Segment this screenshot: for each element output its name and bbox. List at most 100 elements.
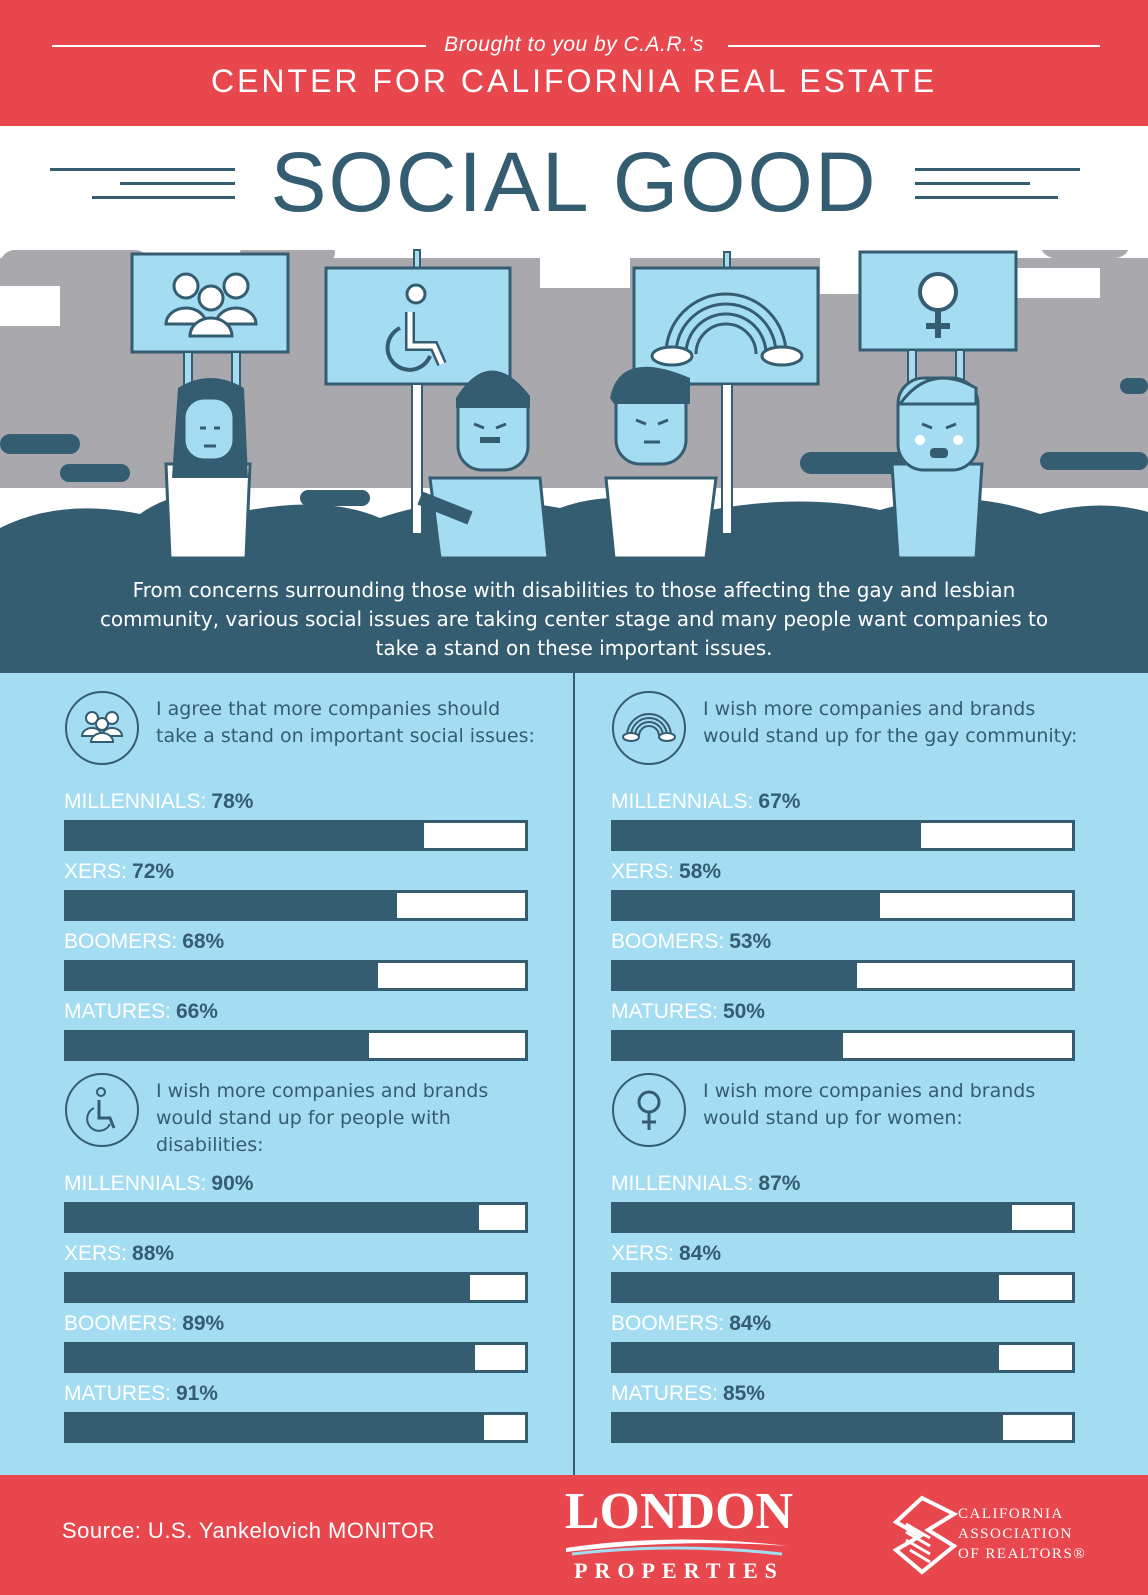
- bar-track: [611, 1272, 1075, 1303]
- bar-fill: [67, 1415, 484, 1440]
- bar-value-label: 50%: [722, 1000, 765, 1023]
- brought-by-text: Brought to you by C.A.R.'s: [444, 33, 704, 56]
- intro-band: [0, 560, 1148, 673]
- bar-category: MATURES:: [611, 1382, 718, 1405]
- bar-track: [64, 1202, 528, 1233]
- bar-fill: [614, 1345, 999, 1370]
- bar-value-label: 72%: [132, 860, 175, 883]
- bar-category: BOOMERS:: [611, 930, 725, 953]
- bar-label: MILLENNIALS: 87%: [611, 1172, 800, 1196]
- bar-label: MILLENNIALS: 78%: [64, 790, 253, 814]
- bar-row: XERS: 88%: [64, 1242, 528, 1312]
- bar-value-label: 84%: [679, 1242, 722, 1265]
- bar-value-label: 78%: [211, 790, 254, 813]
- people-group-icon: [65, 691, 139, 765]
- bar-category: MATURES:: [611, 1000, 718, 1023]
- chart-title: I wish more companies and brands would s…: [703, 698, 1078, 747]
- bar-category: XERS:: [611, 1242, 675, 1265]
- chart-title: I wish more companies and brands would s…: [703, 1080, 1036, 1129]
- bar-track: [64, 890, 528, 921]
- bar-track: [611, 890, 1075, 921]
- bar-track: [611, 960, 1075, 991]
- bar-fill: [67, 963, 379, 988]
- bar-label: XERS: 88%: [64, 1242, 174, 1266]
- car-line-1: CALIFORNIA: [958, 1506, 1064, 1522]
- chart-title: I wish more companies and brands would s…: [156, 1080, 489, 1156]
- bar-track: [611, 1412, 1075, 1443]
- bar-row: BOOMERS: 53%: [611, 930, 1075, 1000]
- bar-value-label: 88%: [132, 1242, 175, 1265]
- bar-fill: [67, 1345, 475, 1370]
- bar-fill: [614, 963, 857, 988]
- bar-fill: [67, 1033, 370, 1058]
- title-lines-left: [50, 168, 235, 208]
- bar-row: MILLENNIALS: 78%: [64, 790, 528, 860]
- bar-value-label: 53%: [729, 930, 772, 953]
- car-logo-icon: [892, 1495, 959, 1575]
- bar-label: MATURES: 66%: [64, 1000, 218, 1024]
- bar-category: MILLENNIALS:: [611, 790, 754, 813]
- header-rule-left: [52, 45, 426, 47]
- bar-category: MILLENNIALS:: [64, 1172, 207, 1195]
- bar-label: XERS: 72%: [64, 860, 174, 884]
- bar-label: BOOMERS: 84%: [611, 1312, 771, 1336]
- center-name: CENTER FOR CALIFORNIA REAL ESTATE: [210, 63, 938, 99]
- source-text: Source: U.S. Yankelovich MONITOR: [62, 1518, 436, 1543]
- bar-track: [64, 1272, 528, 1303]
- protest-illustration: [0, 228, 1148, 564]
- bar-fill: [67, 1275, 471, 1300]
- bar-category: XERS:: [64, 860, 128, 883]
- london-logo-subtext: PROPERTIES: [574, 1558, 784, 1583]
- page-title: SOCIAL GOOD: [270, 135, 878, 229]
- london-logo-text: LONDON: [564, 1483, 794, 1540]
- bar-track: [64, 1412, 528, 1443]
- chart-title: I agree that more companies should take …: [156, 698, 535, 747]
- bar-row: MILLENNIALS: 87%: [611, 1172, 1075, 1242]
- bar-row: XERS: 84%: [611, 1242, 1075, 1312]
- car-logo-text: CALIFORNIA ASSOCIATION OF REALTORS®: [958, 1504, 1086, 1564]
- bar-fill: [614, 1205, 1013, 1230]
- bar-rows: MILLENNIALS: 90% XERS: 88% BOOMERS: 89% MATURE…: [64, 1172, 528, 1452]
- bar-track: [64, 1342, 528, 1373]
- bar-category: MILLENNIALS:: [64, 790, 207, 813]
- female-symbol-icon: [612, 1073, 686, 1147]
- bar-value-label: 87%: [758, 1172, 801, 1195]
- footer-band: [0, 1475, 1148, 1595]
- bar-row: MATURES: 50%: [611, 1000, 1075, 1070]
- rainbow-icon: [612, 691, 686, 765]
- bar-value-label: 58%: [679, 860, 722, 883]
- bar-value-label: 89%: [182, 1312, 225, 1335]
- bar-row: XERS: 58%: [611, 860, 1075, 930]
- bar-track: [611, 1202, 1075, 1233]
- bar-track: [611, 820, 1075, 851]
- bar-category: MATURES:: [64, 1000, 171, 1023]
- intro-text: From concerns surrounding those with dis…: [99, 578, 1049, 660]
- car-line-2: ASSOCIATION: [958, 1526, 1073, 1542]
- bar-label: MATURES: 85%: [611, 1382, 765, 1406]
- bar-track: [64, 1030, 528, 1061]
- bar-fill: [614, 1033, 843, 1058]
- header-band: [0, 0, 1148, 126]
- bar-rows: MILLENNIALS: 78% XERS: 72% BOOMERS: 68% MATURE…: [64, 790, 528, 1070]
- bar-track: [64, 960, 528, 991]
- bar-fill: [614, 1415, 1004, 1440]
- london-swoosh-icon: [566, 1539, 788, 1556]
- bar-category: BOOMERS:: [64, 930, 178, 953]
- bar-row: XERS: 72%: [64, 860, 528, 930]
- bar-value-label: 66%: [175, 1000, 218, 1023]
- bar-category: MATURES:: [64, 1382, 171, 1405]
- bar-category: BOOMERS:: [64, 1312, 178, 1335]
- bar-row: BOOMERS: 84%: [611, 1312, 1075, 1382]
- bar-value-label: 84%: [729, 1312, 772, 1335]
- title-lines-right: [915, 168, 1100, 208]
- bar-fill: [67, 893, 397, 918]
- bar-label: XERS: 58%: [611, 860, 721, 884]
- bar-row: MATURES: 66%: [64, 1000, 528, 1070]
- bar-label: BOOMERS: 53%: [611, 930, 771, 954]
- bar-value-label: 91%: [175, 1382, 218, 1405]
- bar-label: BOOMERS: 89%: [64, 1312, 224, 1336]
- car-line-3: OF REALTORS®: [958, 1546, 1087, 1562]
- header-rule-right: [728, 45, 1100, 47]
- bar-fill: [67, 823, 425, 848]
- bar-value-label: 85%: [722, 1382, 765, 1405]
